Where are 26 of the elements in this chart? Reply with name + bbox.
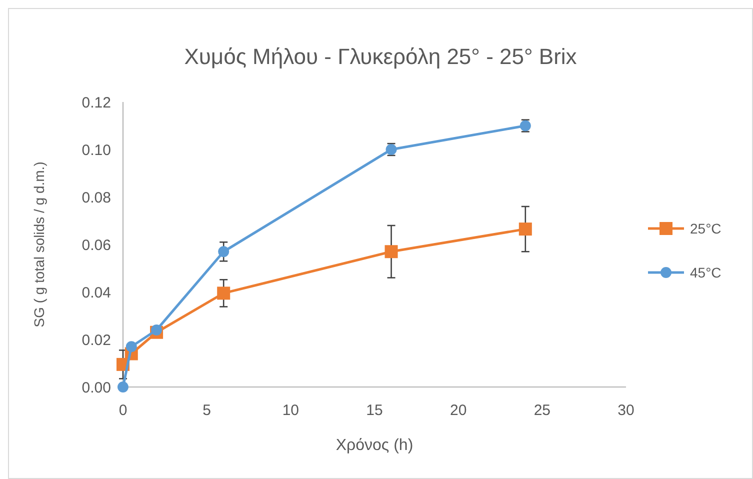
- point: [218, 246, 230, 258]
- y-tick-label: 0.06: [82, 236, 111, 254]
- legend-label: 45°C: [690, 264, 722, 280]
- point: [151, 324, 162, 336]
- x-tick-label: 10: [282, 402, 300, 419]
- x-tick-label: 15: [366, 402, 383, 419]
- x-tick-label: 30: [618, 402, 634, 419]
- point: [384, 245, 398, 258]
- point: [118, 382, 128, 392]
- point: [518, 222, 532, 236]
- x-tick-label: 20: [450, 402, 467, 419]
- y-tick-label: 0.10: [82, 142, 111, 159]
- y-tick-label: 0.00: [82, 379, 111, 396]
- y-tick-label: 0.04: [82, 284, 111, 302]
- legend-label: 25°C: [690, 220, 722, 236]
- y-tick-label: 0.08: [82, 189, 111, 206]
- x-tick-label: 0: [118, 402, 128, 419]
- x-axis-title: Χρόνος (h): [336, 437, 414, 454]
- y-axis-title: SG ( g total solids / g d.m.): [31, 162, 47, 328]
- y-tick-label: 0.12: [82, 94, 111, 112]
- y-tick-label: 0.02: [82, 332, 111, 349]
- point: [126, 341, 137, 352]
- x-tick-label: 5: [202, 402, 212, 419]
- x-tick-label: 25: [534, 402, 551, 419]
- chart-title: Χυμός Μήλου - Γλυκερόλη 25° - 25° Brix: [184, 44, 577, 69]
- point: [217, 286, 230, 300]
